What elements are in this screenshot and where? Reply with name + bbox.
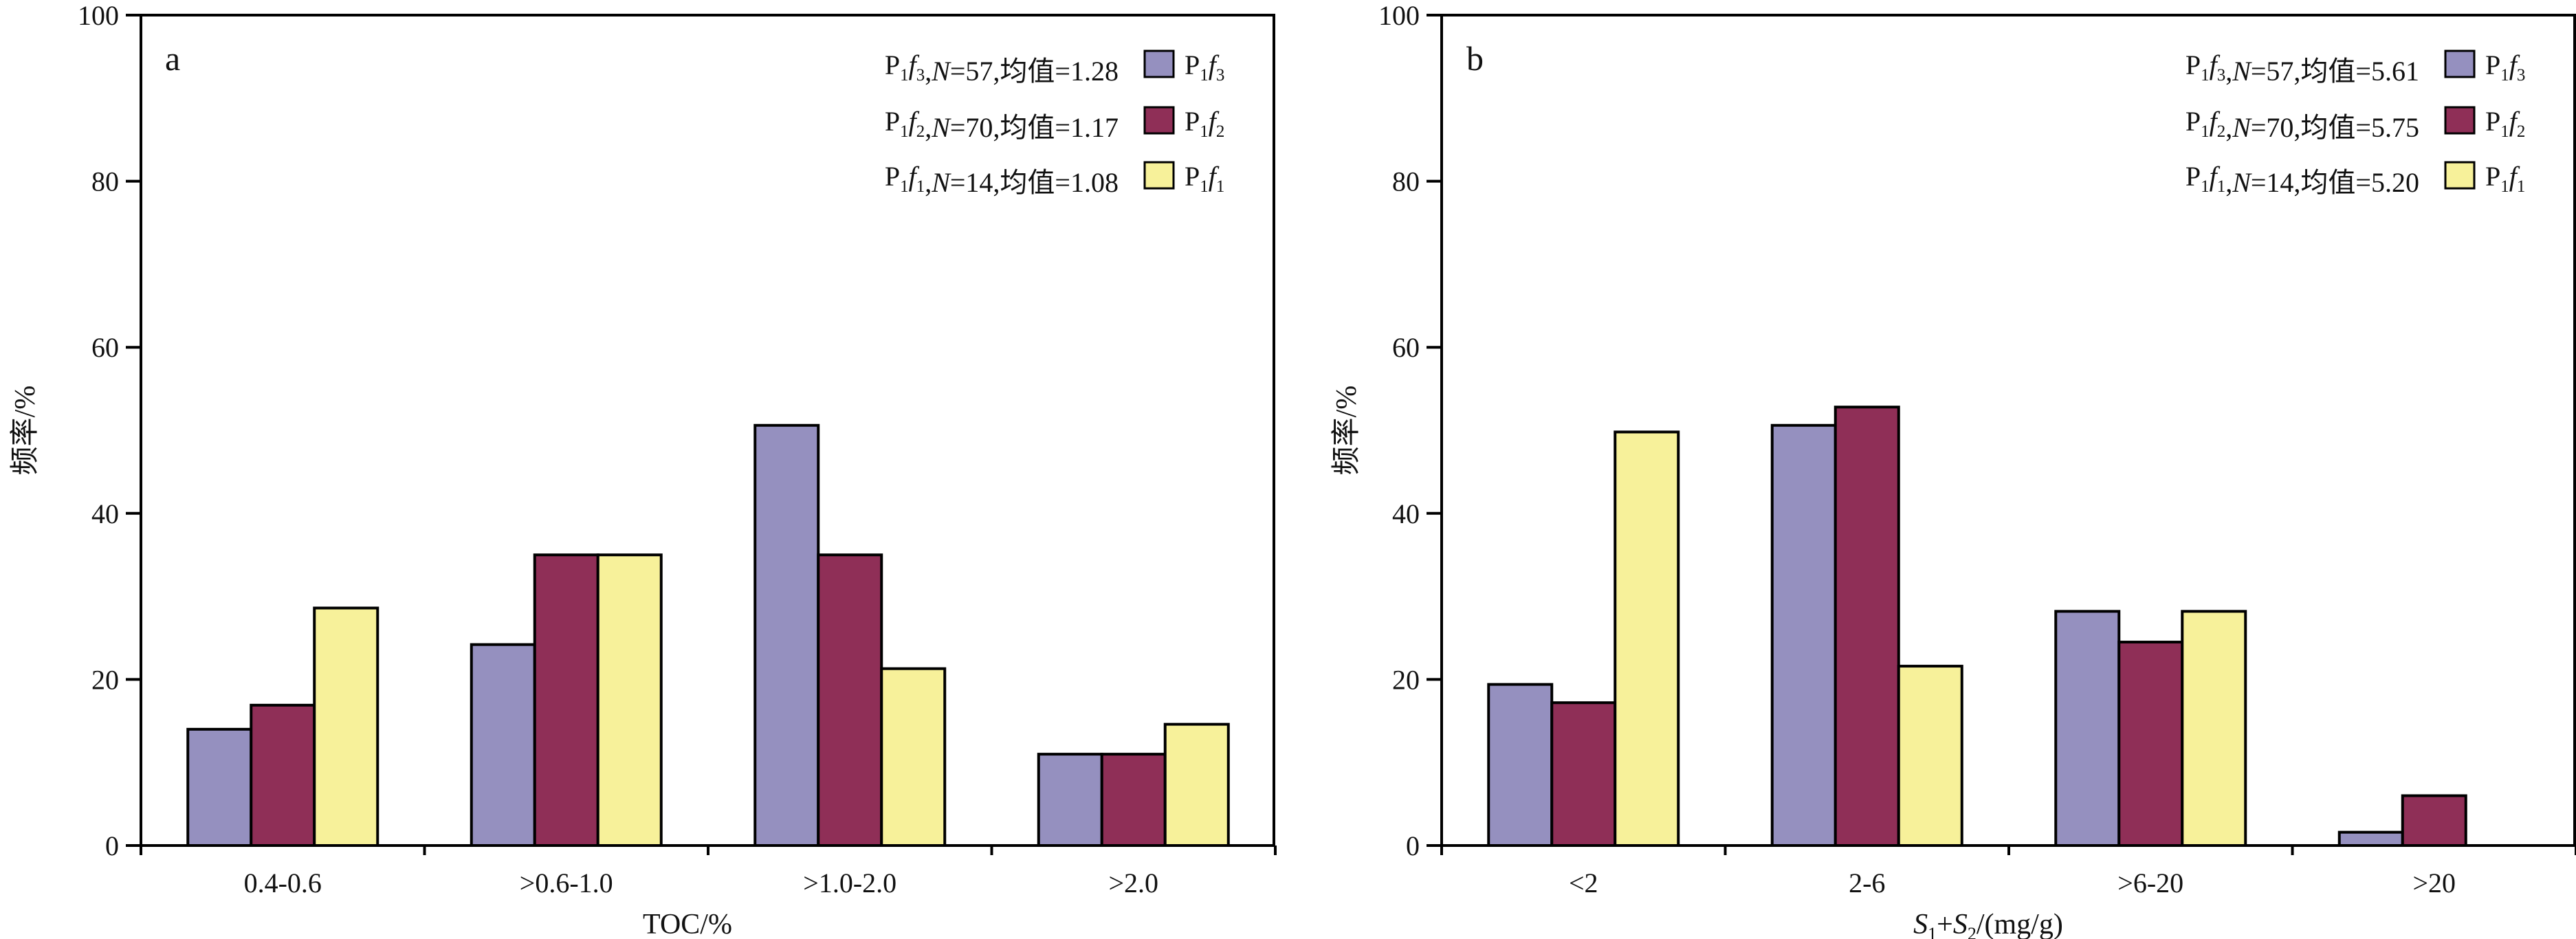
bar	[1100, 753, 1167, 847]
legend-swatch	[2444, 49, 2476, 78]
bar	[2181, 610, 2247, 847]
x-tick-label: >0.6-1.0	[520, 868, 613, 898]
y-tick-label: 20	[91, 664, 119, 695]
x-axis-title: TOC/%	[643, 909, 732, 939]
legend-stats: P1f2,N=70,均值=1.17	[885, 106, 1119, 143]
y-tick-label: 80	[91, 166, 119, 197]
legend-stats: P1f3,N=57,均值=1.28	[885, 49, 1119, 87]
bar	[186, 727, 253, 847]
bar	[817, 553, 883, 847]
legend-item: P1f1,N=14,均值=1.08 P1f1	[885, 161, 1225, 198]
bar	[753, 423, 820, 847]
legend-item: P1f2,N=70,均值=1.17 P1f2	[885, 106, 1225, 143]
x-tick-label: >1.0-2.0	[803, 868, 896, 898]
bar	[1897, 665, 1963, 848]
legend-item: P1f1,N=14,均值=5.20 P1f1	[2186, 161, 2526, 198]
x-tick-label: <2	[1569, 868, 1598, 898]
legend-series-name: P1f1	[1185, 161, 1224, 196]
x-tick-label: 0.4-0.6	[244, 868, 322, 898]
bar	[2117, 641, 2184, 847]
y-axis-title: 频率/%	[1330, 386, 1363, 476]
legend-series-name: P1f3	[1185, 49, 1224, 85]
bar	[250, 703, 316, 848]
bar	[1037, 753, 1103, 847]
y-tick-label: 40	[1392, 498, 1420, 529]
bar	[2054, 610, 2121, 847]
legend-series-name: P1f1	[2485, 161, 2525, 196]
legend-series-name: P1f2	[2485, 106, 2525, 141]
bar	[2337, 830, 2404, 847]
legend-series-name: P1f3	[2485, 49, 2525, 85]
y-tick-label: 60	[1392, 332, 1420, 363]
bar	[1550, 701, 1617, 847]
x-tick-label: >20	[2412, 868, 2456, 898]
y-tick-label: 100	[1378, 0, 1420, 31]
y-tick-label: 20	[1392, 664, 1420, 695]
y-tick-label: 40	[91, 498, 119, 529]
legend-stats: P1f2,N=70,均值=5.75	[2186, 106, 2419, 143]
legend-stats: P1f3,N=57,均值=5.61	[2186, 49, 2419, 87]
bar	[533, 553, 599, 847]
legend-stats: P1f1,N=14,均值=1.08	[885, 161, 1119, 198]
bar	[1834, 406, 1900, 847]
x-tick-label: >6-20	[2117, 868, 2183, 898]
y-tick-label: 100	[78, 0, 119, 31]
panel-letter: a	[165, 39, 180, 78]
bar	[1770, 423, 1837, 847]
x-tick-label: >2.0	[1108, 868, 1158, 898]
legend-item: P1f3,N=57,均值=1.28 P1f3	[885, 49, 1225, 87]
legend-swatch	[1143, 161, 1175, 190]
legend-swatch	[2444, 161, 2476, 190]
y-tick-label: 80	[1392, 166, 1420, 197]
y-tick-label: 60	[91, 332, 119, 363]
bar	[1487, 683, 1554, 848]
chart-panel-b: 0 20 40 60 80 100 <2 2-6 >6-20 >20 S1+S2/(mg/g) 频率/…	[1330, 0, 2576, 939]
bar	[2401, 794, 2467, 848]
bar	[880, 667, 947, 847]
bar	[470, 643, 536, 847]
legend-swatch	[1143, 49, 1175, 78]
bar	[1163, 722, 1230, 847]
legend-stats: P1f1,N=14,均值=5.20	[2186, 161, 2419, 198]
x-axis-title: S1+S2/(mg/g)	[1913, 909, 2063, 939]
legend-series-name: P1f2	[1185, 106, 1224, 141]
legend-swatch	[2444, 106, 2476, 135]
y-tick-label: 0	[105, 830, 119, 861]
chart-panel-a: 0 20 40 60 80 100 0.4-0.6 >0.6-1.0 >1.0-2.0 >2.0 T…	[9, 0, 1277, 939]
y-tick-label: 0	[1406, 830, 1420, 861]
x-tick-label: 2-6	[1849, 868, 1885, 898]
legend-swatch	[1143, 106, 1175, 135]
legend-item: P1f3,N=57,均值=5.61 P1f3	[2186, 49, 2526, 87]
bar	[596, 553, 663, 847]
panel-letter: b	[1466, 39, 1484, 78]
bar	[313, 606, 379, 848]
y-axis-title: 频率/%	[9, 386, 41, 476]
legend-item: P1f2,N=70,均值=5.75 P1f2	[2186, 106, 2526, 143]
bar	[1614, 430, 1680, 847]
